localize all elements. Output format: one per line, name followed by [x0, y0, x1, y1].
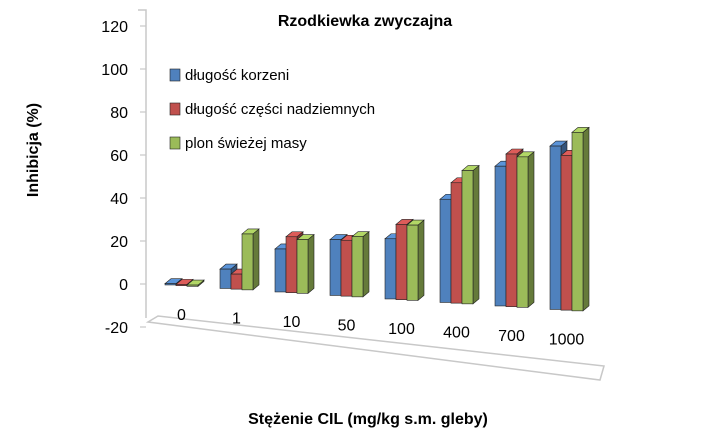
y-tick-label: 60 [110, 148, 128, 165]
bar [186, 279, 205, 287]
bar-front [186, 284, 199, 287]
bar [241, 228, 260, 291]
y-tick-label: 0 [119, 277, 128, 294]
bar-front [241, 233, 254, 291]
bar-side [252, 228, 260, 291]
bar-front [340, 239, 353, 297]
bar-front [494, 165, 507, 307]
legend-label: długość części nadziemnych [185, 101, 375, 118]
bar [571, 126, 590, 312]
y-tick-label: 80 [110, 105, 128, 122]
x-tick-label: 100 [388, 321, 415, 338]
x-tick-label: 400 [443, 325, 470, 342]
chart-floor [145, 315, 605, 381]
bar-front [230, 273, 243, 290]
bar-side [582, 126, 590, 312]
bar [296, 233, 315, 294]
bar-front [395, 224, 408, 300]
bar [516, 151, 535, 308]
bar-front [296, 239, 309, 294]
legend-label: plon świeżej masy [185, 135, 307, 152]
bar-side [362, 231, 370, 298]
chart-walls [138, 9, 605, 381]
bar-front [219, 268, 232, 289]
bar-front [571, 132, 584, 312]
bar-front [164, 283, 177, 286]
bar-front [450, 182, 463, 304]
bar-front [406, 224, 419, 301]
x-tick-label: 700 [498, 328, 525, 345]
y-tick-label: 20 [110, 234, 128, 251]
x-tick-labels: 0 1 10 50 100 400 700 1000 [177, 307, 584, 349]
bar-front [560, 155, 573, 311]
y-tick-label: 40 [110, 191, 128, 208]
bar-front [549, 145, 562, 310]
y-tick-label: 120 [101, 19, 128, 36]
y-tick-label: 100 [101, 62, 128, 79]
legend: długość korzeni długość części nadziemnyc… [169, 67, 375, 152]
bar [461, 164, 480, 305]
bar-front [351, 236, 364, 298]
bar-side [307, 233, 315, 294]
legend-swatch [169, 102, 181, 116]
x-tick-label: 1000 [549, 332, 585, 349]
y-axis-line [138, 9, 147, 318]
bar-front [461, 170, 474, 305]
y-tick-labels: -20 0 20 40 60 80 100 120 [101, 19, 128, 337]
bar [351, 231, 370, 298]
bar-front [505, 153, 518, 307]
x-tick-label: 1 [232, 311, 241, 328]
bar-front [516, 156, 529, 308]
bar-front [285, 236, 298, 293]
bar-front [384, 238, 397, 300]
y-tick-label: -20 [105, 320, 128, 337]
bar-front [439, 198, 452, 303]
legend-swatch [169, 136, 181, 150]
bar [406, 219, 425, 301]
legend-swatch [169, 68, 181, 82]
x-tick-label: 10 [283, 314, 301, 331]
bar-front [175, 284, 188, 286]
x-axis-title: Stężenie CIL (mg/kg s.m. gleby) [248, 411, 488, 428]
x-tick-label: 50 [338, 318, 356, 335]
x-tick-label: 0 [177, 307, 186, 324]
chart-title: Rzodkiewka zwyczajna [278, 13, 452, 30]
bars-group [164, 126, 590, 312]
bar-side [472, 164, 480, 305]
legend-label: długość korzeni [185, 67, 289, 84]
bar-side [527, 151, 535, 308]
y-axis-title: Inhibicja (%) [25, 103, 42, 197]
bar-front [329, 239, 342, 296]
bar-side [417, 219, 425, 301]
bar-front [274, 248, 287, 293]
